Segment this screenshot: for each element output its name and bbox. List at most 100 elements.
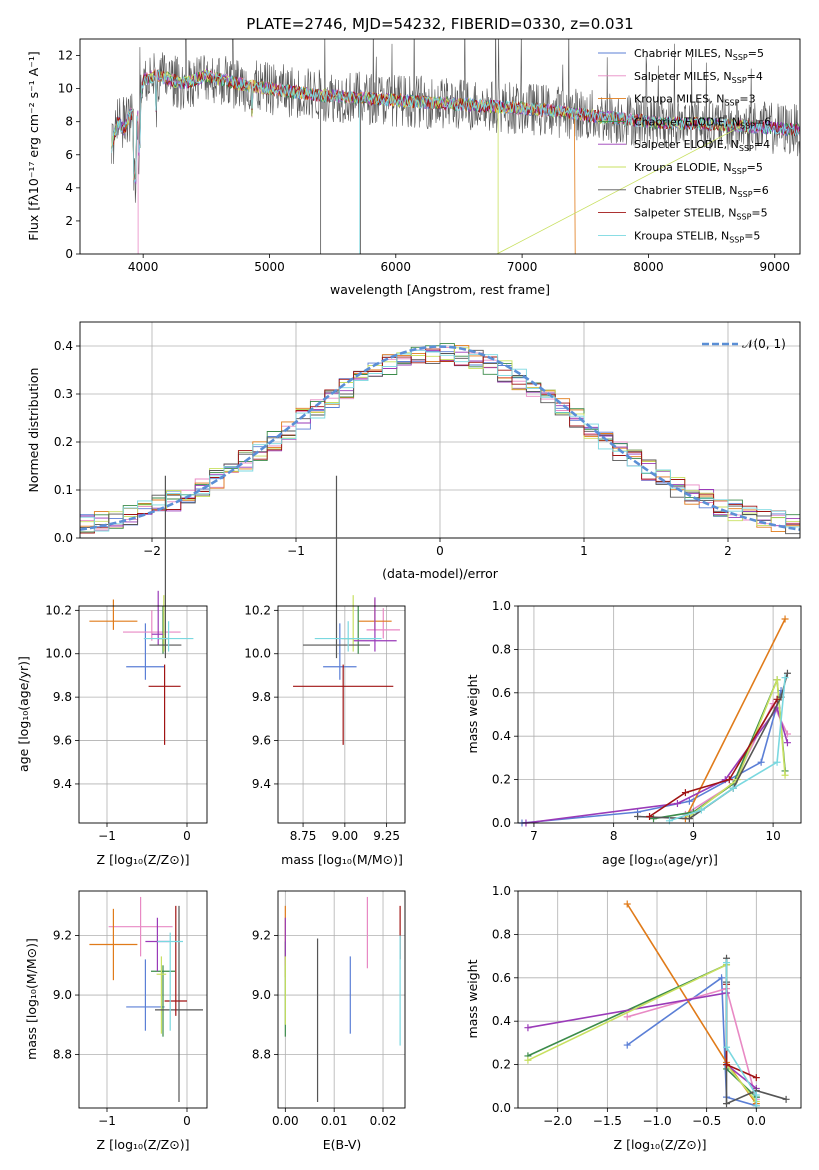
mass-z-xtick-label: −1 [98, 1114, 116, 1128]
age-mass-xlabel: mass [log₁₀(M/M⊙)] [281, 852, 403, 867]
spectrum-frame [79, 38, 801, 255]
residual-histogram-3 [80, 343, 800, 533]
age-mass-ytick-label: 9.8 [252, 690, 271, 704]
mw-z-marker-5 [524, 1056, 532, 1064]
residuals-ylabel: Normed distribution [26, 368, 41, 493]
mw-age-grid [518, 605, 801, 824]
mw-z-grid [518, 890, 801, 1109]
mass-ebv-frame [277, 890, 406, 1109]
mw-z-series-0 [626, 976, 758, 1107]
mw-age-ytick-label: 1.0 [492, 599, 511, 613]
mass-ebv-xtick-label: 0.02 [370, 1114, 397, 1128]
residuals-ytick-label: 0.2 [54, 435, 73, 449]
mw-age-series-2 [684, 618, 786, 820]
residuals-ticks: −2 −1 0 1 2 0.0 0.1 0.2 0.3 0.4 [54, 339, 732, 558]
age-mass-xtick-label: 9.00 [331, 829, 358, 843]
mass-ebv-ytick-label: 8.8 [252, 1047, 271, 1061]
legend-label-6: Chabrier STELIB, NSSP=6 [634, 184, 769, 199]
residuals-ytick-label: 0.1 [54, 483, 73, 497]
mass-z-ytick-label: 8.8 [53, 1047, 72, 1061]
age-vs-mass-panel: 8.75 9.00 9.25 9.4 9.6 9.8 10.0 10.2 mass [log₁… [244, 475, 406, 867]
spectrum-ytick-label: 10 [58, 82, 73, 96]
residuals-panel: −2 −1 0 1 2 0.0 0.1 0.2 0.3 0.4 𝒩(0, 1) (data-mod… [26, 321, 801, 581]
mass-z-xlabel: Z [log₁₀(Z/Z⊙)] [97, 1137, 190, 1152]
age-mass-grid [278, 606, 405, 823]
mw-z-series-7 [725, 984, 757, 1079]
mw-z-marker-2 [623, 900, 631, 908]
mw-z-ytick-label: 1.0 [492, 884, 511, 898]
mw-z-ylabel: mass weight [465, 959, 480, 1038]
mw-age-marker-2 [781, 615, 789, 623]
residuals-xlabel: (data-model)/error [382, 566, 499, 581]
age-mass-xtick-label: 8.75 [290, 829, 317, 843]
mw-z-marker-0 [718, 974, 726, 982]
mw-age-frame [517, 605, 802, 824]
age-z-ytick-label: 10.2 [45, 603, 72, 617]
mw-age-marker-4 [673, 799, 681, 807]
age-z-ytick-label: 10.0 [45, 647, 72, 661]
age-mass-ytick-label: 9.6 [252, 734, 271, 748]
age-z-xtick-label: −1 [98, 829, 116, 843]
mw-age-series-4 [525, 706, 789, 824]
age-z-plot-area [89, 475, 194, 745]
age-z-ylabel: age [log₁₀(age/yr)] [16, 656, 31, 772]
mw-z-xtick-label: −2.0 [543, 1114, 572, 1128]
age-z-frame [78, 605, 208, 824]
residuals-frame [79, 321, 801, 539]
mw-age-marker-7 [681, 789, 689, 797]
mw-z-marker-6 [782, 1095, 790, 1103]
spectrum-xtick-label: 7000 [507, 260, 538, 274]
mw-age-xlabel: age [log₁₀(age/yr)] [602, 852, 718, 867]
mw-z-marker-7 [723, 1061, 731, 1069]
spectrum-xtick-label: 8000 [633, 260, 664, 274]
residuals-ytick-label: 0.4 [54, 339, 73, 353]
mass-z-xtick-label: 0 [183, 1114, 191, 1128]
mw-z-xtick-label: −1.0 [642, 1114, 671, 1128]
spectrum-ytick-label: 2 [65, 214, 73, 228]
mw-age-marker-6 [634, 812, 642, 820]
mw-age-ytick-label: 0.8 [492, 642, 511, 656]
mass-z-grid [79, 891, 207, 1108]
mw-z-ytick-label: 0.4 [492, 1014, 511, 1028]
age-z-xtick-label: 0 [183, 829, 191, 843]
legend-label-7: Salpeter STELIB, NSSP=5 [634, 207, 768, 222]
mw-z-ytick-label: 0.2 [492, 1058, 511, 1072]
spectrum-ytick-label: 12 [58, 49, 73, 63]
normal-curve [79, 345, 801, 531]
mw-z-xtick-label: −1.5 [593, 1114, 622, 1128]
mw-z-plot-area [524, 900, 790, 1110]
mw-age-xtick-label: 8 [610, 829, 618, 843]
age-z-ticks: −1 0 9.4 9.6 9.8 10.0 10.2 [45, 603, 191, 843]
age-mass-ticks: 8.75 9.00 9.25 9.4 9.6 9.8 10.0 10.2 [244, 603, 400, 843]
mass-z-ylabel: mass [log₁₀(M/M⊙)] [24, 938, 39, 1060]
mw-age-xtick-label: 9 [690, 829, 698, 843]
age-mass-xtick-label: 9.25 [373, 829, 400, 843]
mass-weight-vs-age-panel: 7 8 9 10 0.0 0.2 0.4 0.6 0.8 1.0 age [log₁₀(age/y… [465, 599, 802, 867]
spectrum-ytick-label: 4 [65, 181, 73, 195]
mass-ebv-xtick-label: 0.01 [321, 1114, 348, 1128]
age-z-xlabel: Z [log₁₀(Z/Z⊙)] [97, 852, 190, 867]
spectrum-series-6 [111, 39, 800, 203]
mw-age-marker-5 [773, 676, 781, 684]
mw-age-plot-area [518, 615, 791, 827]
mw-age-marker-8 [697, 806, 705, 814]
mw-z-xtick-label: −0.5 [692, 1114, 721, 1128]
age-z-ytick-label: 9.6 [53, 734, 72, 748]
mw-z-marker-6 [723, 1100, 731, 1108]
legend-label-1: Salpeter MILES, NSSP=4 [634, 70, 763, 85]
spectrum-plot-area [111, 39, 800, 254]
mw-z-xlabel: Z [log₁₀(Z/Z⊙)] [614, 1137, 707, 1152]
spectrum-legend: Chabrier MILES, NSSP=5 Salpeter MILES, NS… [598, 47, 771, 244]
mass-z-ticks: −1 0 8.8 9.0 9.2 [53, 929, 191, 1128]
mw-age-ytick-label: 0.2 [492, 773, 511, 787]
residuals-ytick-label: 0.0 [54, 531, 73, 545]
legend-label-3: Chabrier ELODIE, NSSP=6 [634, 115, 771, 130]
mw-age-marker-4 [783, 739, 791, 747]
mw-age-series-5 [688, 679, 786, 818]
spectrum-ticks: 4000 5000 6000 7000 8000 9000 0 2 4 6 8 10 12 [58, 49, 790, 274]
legend-label-4: Salpeter ELODIE, NSSP=4 [634, 138, 770, 153]
age-vs-metallicity-panel: −1 0 9.4 9.6 9.8 10.0 10.2 Z [log₁₀(Z/Z⊙)] age… [16, 475, 208, 867]
spectrum-xtick-label: 4000 [128, 260, 159, 274]
mass-ebv-grid [278, 891, 405, 1108]
spectrum-xtick-label: 6000 [381, 260, 412, 274]
